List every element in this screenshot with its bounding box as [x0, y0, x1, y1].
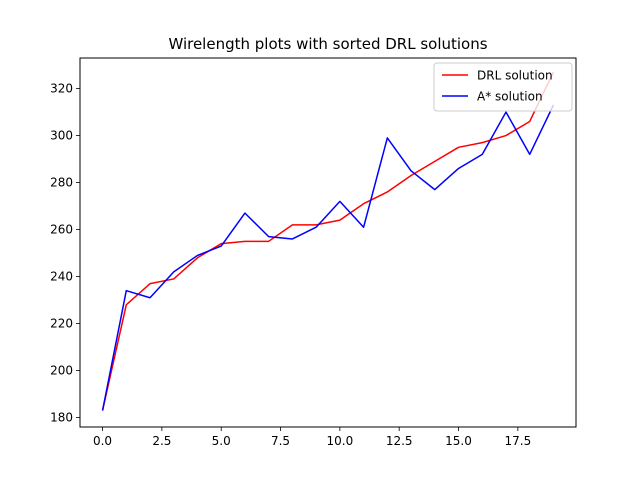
y-tick-label: 260 [50, 223, 73, 237]
x-tick-label: 0.0 [93, 434, 112, 448]
legend-label: DRL solution [477, 69, 553, 83]
legend-box [433, 62, 573, 112]
series-layer [101, 71, 555, 411]
y-tick-label: 180 [50, 411, 73, 425]
y-tick-label: 300 [50, 129, 73, 143]
legend-label: A* solution [477, 90, 543, 104]
series-line-2 [101, 104, 555, 411]
x-axis: 0.0 2.5 5.0 7.5 10.0 12.5 15.0 17.5 [93, 427, 531, 448]
y-tick-label: 280 [50, 176, 73, 190]
x-tick-label: 7.5 [271, 434, 290, 448]
x-tick-label: 15.0 [445, 434, 472, 448]
series-line-1 [101, 71, 555, 411]
y-axis: 180 200 220 240 260 280 300 320 [50, 82, 80, 425]
y-tick-label: 200 [50, 364, 73, 378]
x-tick-label: 17.5 [504, 434, 531, 448]
x-tick-label: 2.5 [152, 434, 171, 448]
y-tick-label: 240 [50, 270, 73, 284]
x-tick-label: 5.0 [212, 434, 231, 448]
plot-frame [79, 57, 577, 428]
x-tick-label: 12.5 [386, 434, 413, 448]
x-tick-label: 10.0 [327, 434, 354, 448]
chart-title: Wirelength plots with sorted DRL solutio… [168, 35, 487, 53]
legend: DRL solution A* solution [433, 62, 573, 112]
y-tick-label: 320 [50, 82, 73, 96]
y-tick-label: 220 [50, 317, 73, 331]
